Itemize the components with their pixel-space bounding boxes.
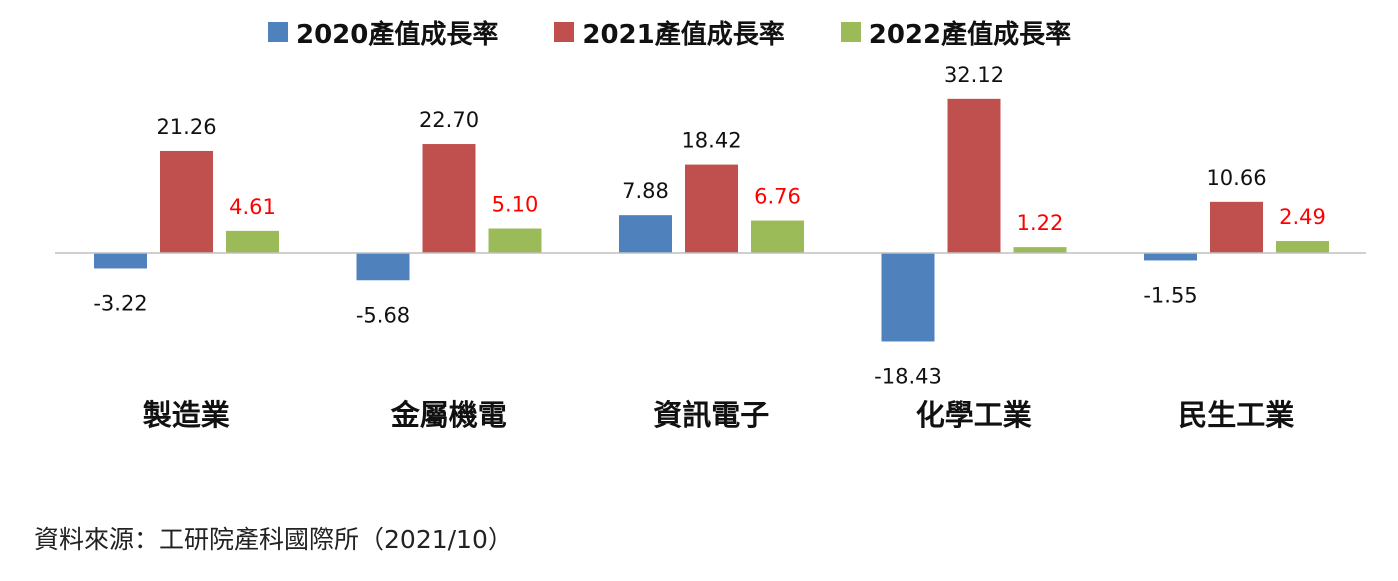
category-label-2: 資訊電子	[653, 398, 769, 432]
bar-1-2	[685, 164, 738, 253]
legend-item-2021: 2021產值成長率	[554, 14, 785, 51]
bar-1-4	[1210, 201, 1263, 253]
data-label-2-4: 2.49	[1279, 205, 1326, 229]
source-note: 資料來源：工研院產科國際所（2021/10）	[34, 525, 513, 554]
bar-0-3	[881, 253, 935, 342]
bar-2-4	[1276, 241, 1329, 253]
data-label-1-1: 22.70	[419, 108, 479, 132]
bar-0-2	[619, 215, 672, 253]
data-label-0-4: -1.55	[1143, 283, 1197, 307]
bar-1-0	[160, 150, 213, 253]
data-label-0-3: -18.43	[874, 364, 942, 388]
data-label-2-0: 4.61	[229, 195, 276, 219]
category-label-0: 製造業	[143, 398, 230, 432]
legend: 2020產值成長率 2021產值成長率 2022產值成長率	[268, 12, 1127, 52]
category-label-4: 民生工業	[1178, 398, 1294, 432]
legend-swatch-2022	[840, 22, 861, 42]
legend-label-2021: 2021產值成長率	[582, 19, 785, 50]
bar-0-4	[1144, 253, 1197, 261]
bar-1-1	[422, 144, 476, 253]
data-label-0-1: -5.68	[356, 303, 410, 327]
bar-0-0	[94, 253, 147, 269]
data-label-1-0: 21.26	[156, 115, 216, 139]
data-label-2-1: 5.10	[492, 193, 539, 217]
data-label-1-2: 18.42	[681, 129, 741, 153]
data-label-0-0: -3.22	[93, 291, 147, 315]
legend-item-2022: 2022產值成長率	[840, 14, 1072, 51]
data-label-0-2: 7.88	[622, 179, 669, 203]
bar-2-1	[488, 228, 542, 253]
legend-label-2020: 2020產值成長率	[296, 19, 499, 50]
legend-swatch-2021	[554, 22, 575, 42]
category-label-3: 化學工業	[916, 398, 1032, 432]
bar-2-2	[751, 220, 804, 253]
data-label-1-3: 32.12	[944, 63, 1004, 87]
bar-2-0	[226, 230, 279, 253]
data-label-2-2: 6.76	[754, 185, 801, 209]
bar-1-3	[947, 98, 1001, 253]
data-label-2-3: 1.22	[1017, 211, 1064, 235]
data-label-1-4: 10.66	[1206, 166, 1266, 190]
bar-0-1	[356, 253, 410, 281]
legend-swatch-2020	[268, 22, 288, 42]
legend-item-2020: 2020產值成長率	[268, 14, 498, 51]
legend-label-2022: 2022產值成長率	[868, 19, 1072, 50]
bar-2-3	[1013, 247, 1067, 253]
category-label-1: 金屬機電	[390, 398, 507, 432]
